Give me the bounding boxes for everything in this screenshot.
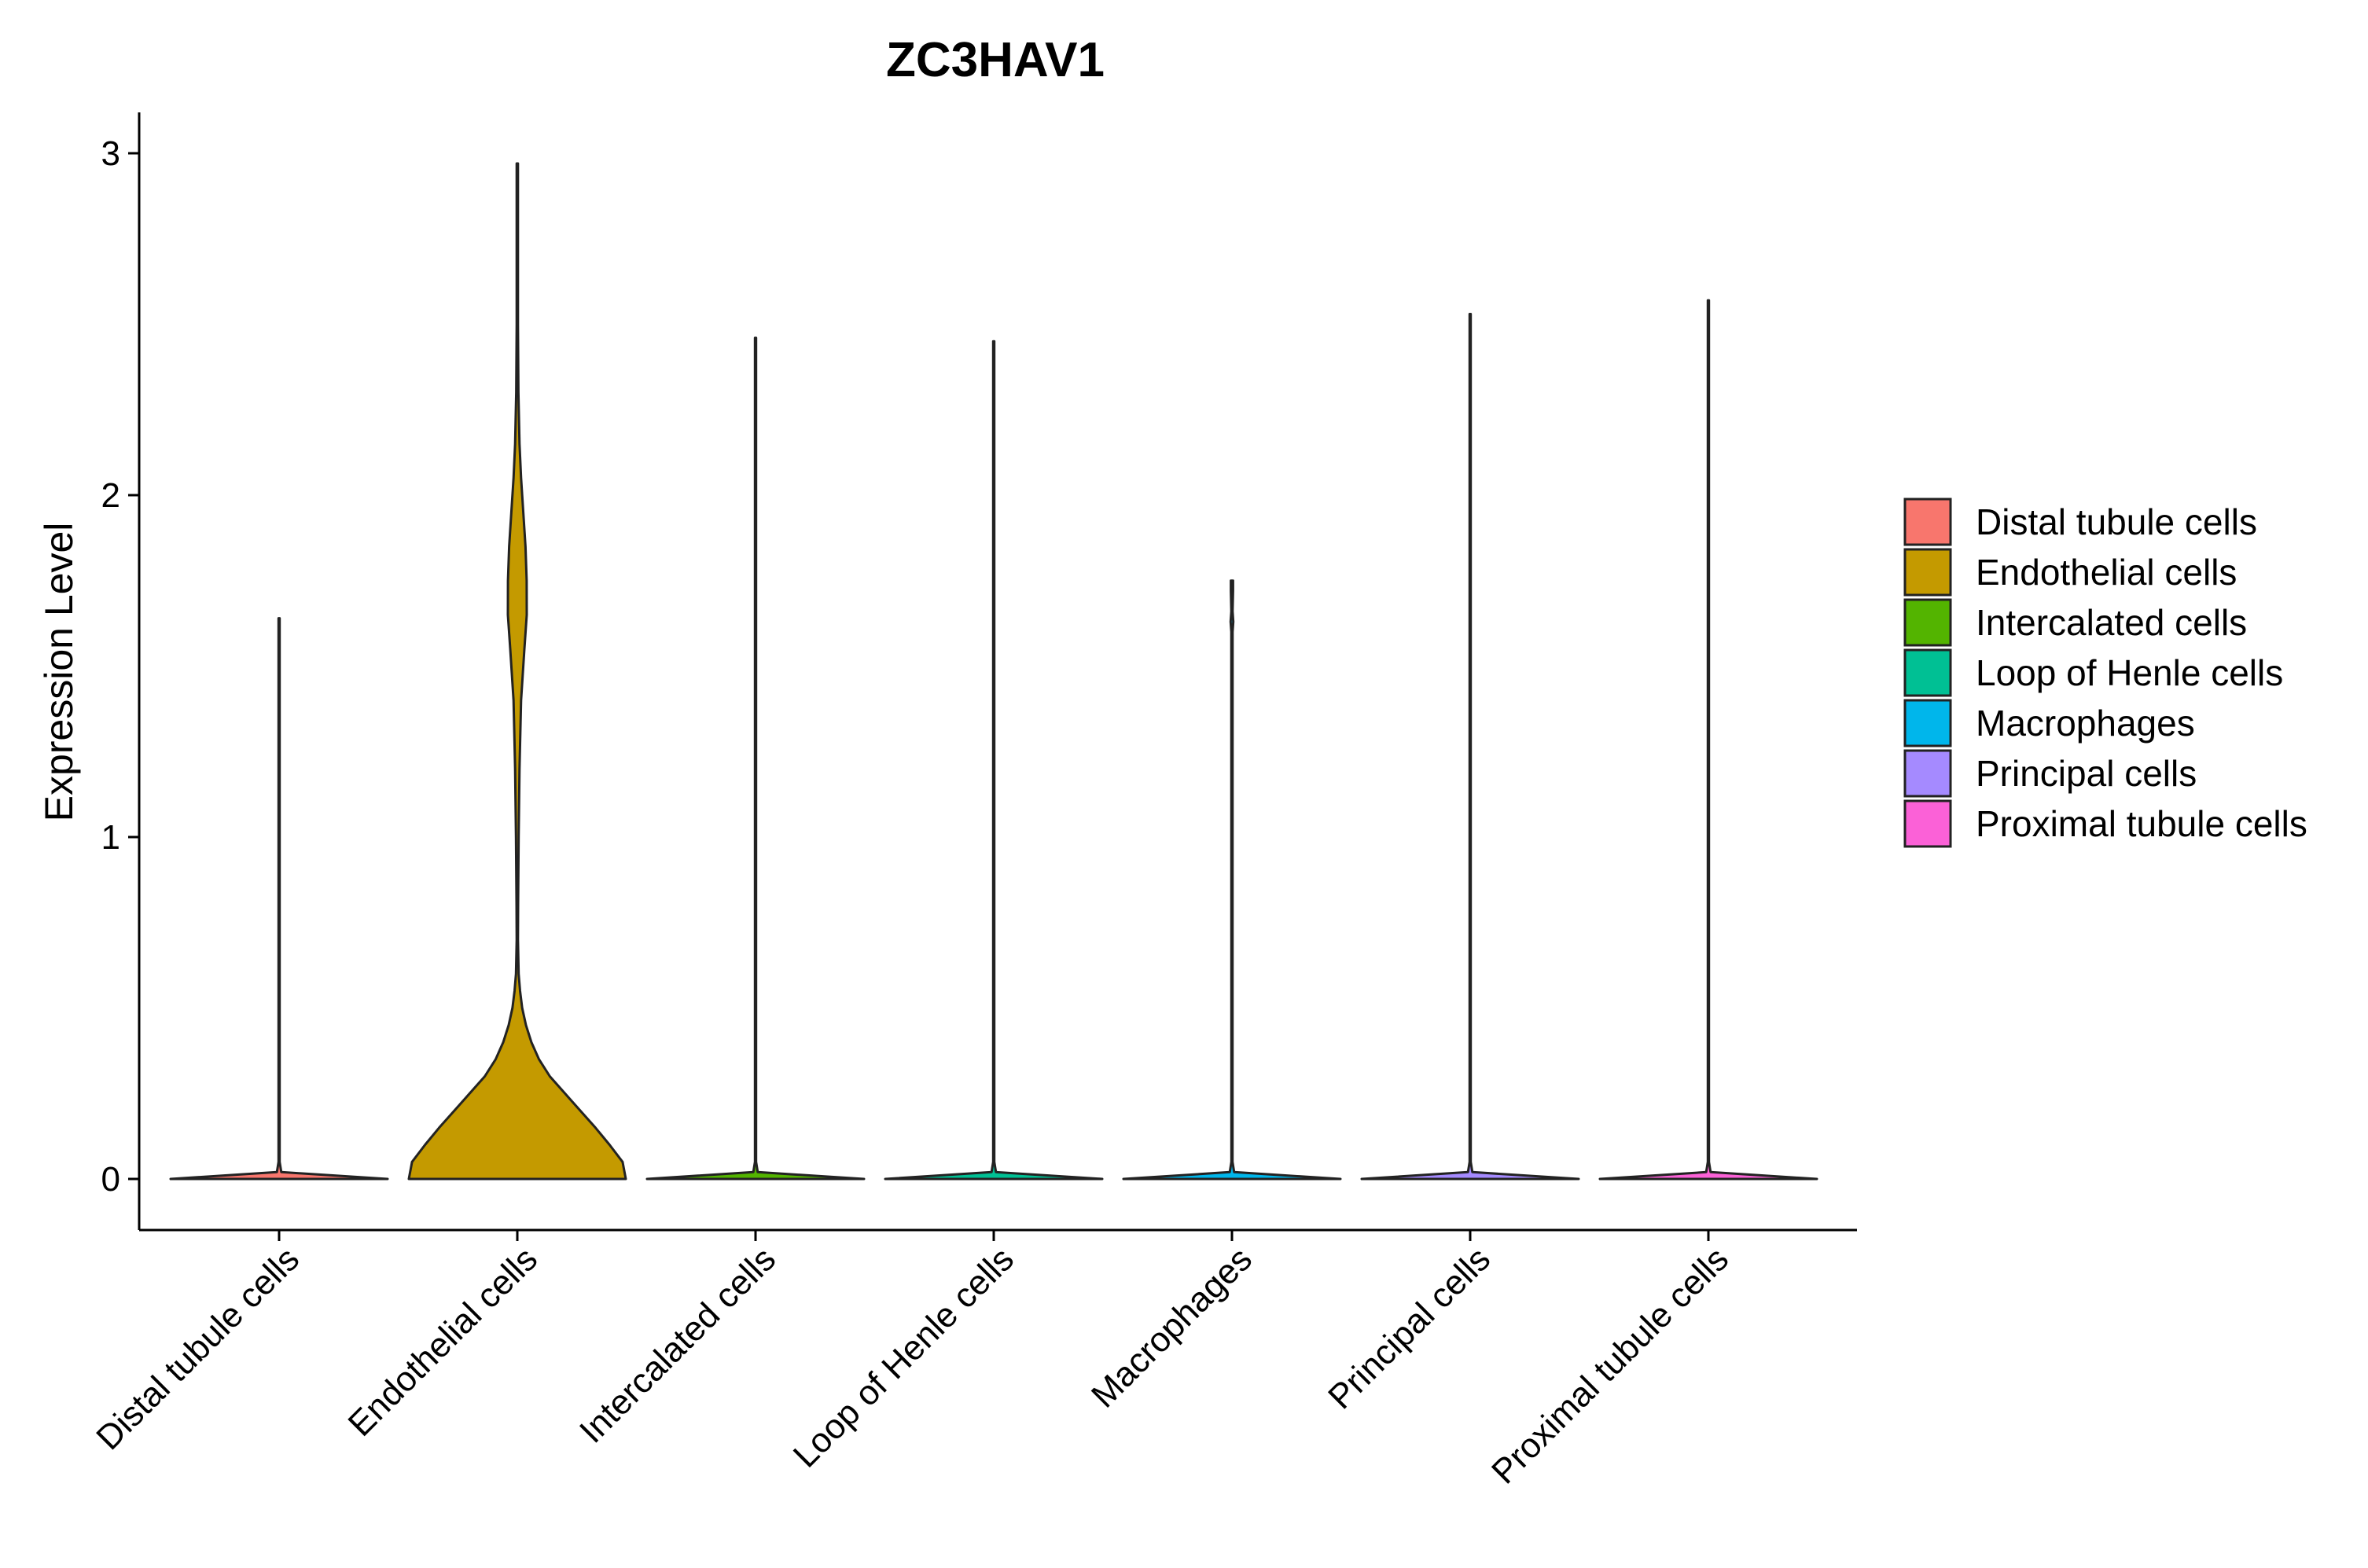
legend-item: Principal cells [1903, 749, 2197, 798]
legend-swatch [1903, 699, 1952, 747]
legend-item: Proximal tubule cells [1903, 799, 2307, 848]
x-tick-label: Macrophages [1084, 1239, 1259, 1415]
legend: Distal tubule cells Endothelial cells Inte… [1903, 498, 2307, 848]
legend-item: Distal tubule cells [1903, 498, 2257, 546]
legend-swatch [1903, 648, 1952, 697]
violin-intercalated-cells [645, 336, 866, 1181]
legend-label: Macrophages [1976, 703, 2195, 744]
violin-endothelial-cells [407, 162, 627, 1181]
legend-label: Principal cells [1976, 753, 2197, 794]
legend-item: Endothelial cells [1903, 548, 2237, 597]
legend-item: Macrophages [1903, 699, 2195, 747]
legend-label: Intercalated cells [1976, 602, 2247, 643]
x-tick-label: Endothelial cells [341, 1239, 545, 1443]
legend-swatch [1903, 498, 1952, 546]
legend-label: Loop of Henle cells [1976, 652, 2283, 693]
legend-swatch [1903, 598, 1952, 647]
y-axis-label: Expression Level [37, 523, 81, 822]
x-tick-label: Principal cells [1321, 1239, 1498, 1416]
violin-loop-of-henle-cells [884, 340, 1104, 1181]
legend-swatch [1903, 799, 1952, 848]
violin-proximal-tubule-cells [1598, 299, 1818, 1181]
chart-title: ZC3HAV1 [886, 33, 1105, 87]
legend-label: Proximal tubule cells [1976, 803, 2307, 844]
y-tick-label: 0 [101, 1160, 120, 1199]
x-tick-label: Proximal tubule cells [1484, 1239, 1736, 1491]
legend-swatch [1903, 749, 1952, 798]
violin-macrophages [1122, 579, 1342, 1181]
x-tick-label: Intercalated cells [572, 1239, 783, 1450]
violin-distal-tubule-cells [169, 617, 389, 1181]
y-tick-label: 1 [101, 818, 120, 857]
x-tick-label: Distal tubule cells [89, 1239, 307, 1457]
violin-principal-cells [1360, 313, 1580, 1181]
x-tick-label: Loop of Henle cells [786, 1239, 1021, 1474]
legend-label: Distal tubule cells [1976, 501, 2257, 542]
legend-item: Intercalated cells [1903, 598, 2247, 647]
plot-area: 0 1 2 3 Distal tubule cells Endothelial cells… [89, 112, 1857, 1491]
legend-swatch [1903, 548, 1952, 597]
y-tick-label: 3 [101, 134, 120, 173]
legend-label: Endothelial cells [1976, 552, 2237, 593]
legend-item: Loop of Henle cells [1903, 648, 2283, 697]
y-tick-label: 2 [101, 476, 120, 515]
